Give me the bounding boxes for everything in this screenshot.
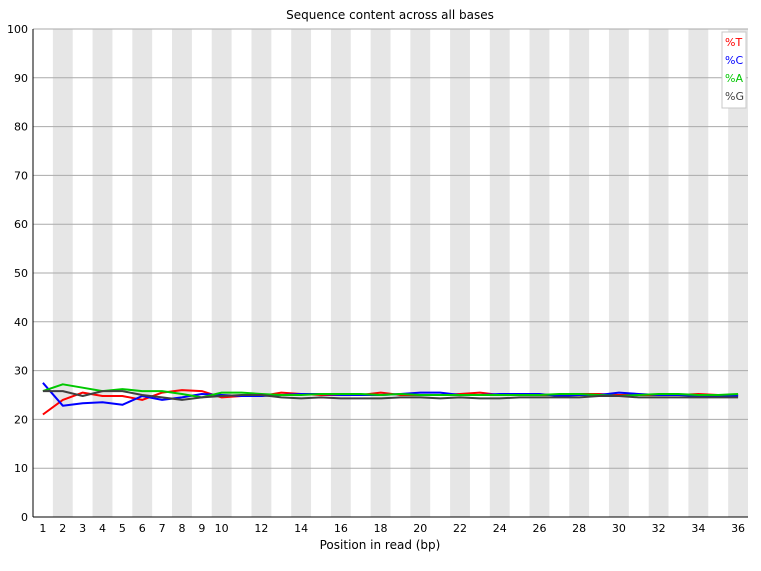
x-tick-label: 9: [198, 522, 205, 535]
x-tick-label: 6: [139, 522, 146, 535]
y-tick-label: 90: [14, 72, 28, 85]
x-tick-label: 20: [413, 522, 427, 535]
axes: [32, 29, 748, 518]
series-lines: [42, 382, 739, 416]
y-tick-label: 80: [14, 121, 28, 134]
y-tick-label: 40: [14, 316, 28, 329]
x-tick-label: 14: [294, 522, 308, 535]
x-tick-label: 22: [453, 522, 467, 535]
y-tick-label: 20: [14, 413, 28, 426]
legend-entry: %G: [725, 90, 744, 103]
y-tick-label: 0: [21, 511, 28, 524]
legend-box: [721, 31, 747, 109]
y-tick-label: 70: [14, 169, 28, 182]
legend-entry: %T: [725, 36, 742, 49]
x-tick-label: 10: [215, 522, 229, 535]
y-tick-label: 60: [14, 218, 28, 231]
x-tick-label: 5: [119, 522, 126, 535]
y-tick-label: 30: [14, 365, 28, 378]
x-tick-label: 4: [99, 522, 106, 535]
x-tick-label: 18: [374, 522, 388, 535]
x-tick-label: 26: [532, 522, 546, 535]
x-tick-label: 3: [79, 522, 86, 535]
x-tick-label: 28: [572, 522, 586, 535]
y-tick-labels: 0 10 20 30 40 50 60 70 80 90 100: [7, 23, 28, 524]
y-tick-label: 50: [14, 267, 28, 280]
x-tick-label: 36: [731, 522, 745, 535]
legend-entry: %A: [725, 72, 743, 85]
legend: %T %C %A %G: [721, 31, 747, 109]
x-tick-label: 32: [652, 522, 666, 535]
x-axis-label: Position in read (bp): [320, 538, 441, 552]
x-tick-label: 16: [334, 522, 348, 535]
y-tick-label: 10: [14, 462, 28, 475]
y-tick-label: 100: [7, 23, 28, 36]
x-tick-label: 8: [178, 522, 185, 535]
series-line-pct-g: [42, 390, 739, 401]
x-tick-label: 1: [39, 522, 46, 535]
x-tick-label: 12: [254, 522, 268, 535]
x-tick-label: 30: [612, 522, 626, 535]
chart-title: Sequence content across all bases: [286, 8, 494, 22]
x-tick-label: 24: [493, 522, 507, 535]
gridlines: [33, 28, 748, 469]
x-tick-labels: 1 2 3 4 5 6 7 8 9 10 12 14 16 18 20 22 24 26 28 30 32 34 36: [39, 522, 745, 535]
x-tick-label: 7: [159, 522, 166, 535]
x-tick-label: 2: [59, 522, 66, 535]
legend-entry: %C: [725, 54, 743, 67]
x-tick-label: 34: [691, 522, 705, 535]
